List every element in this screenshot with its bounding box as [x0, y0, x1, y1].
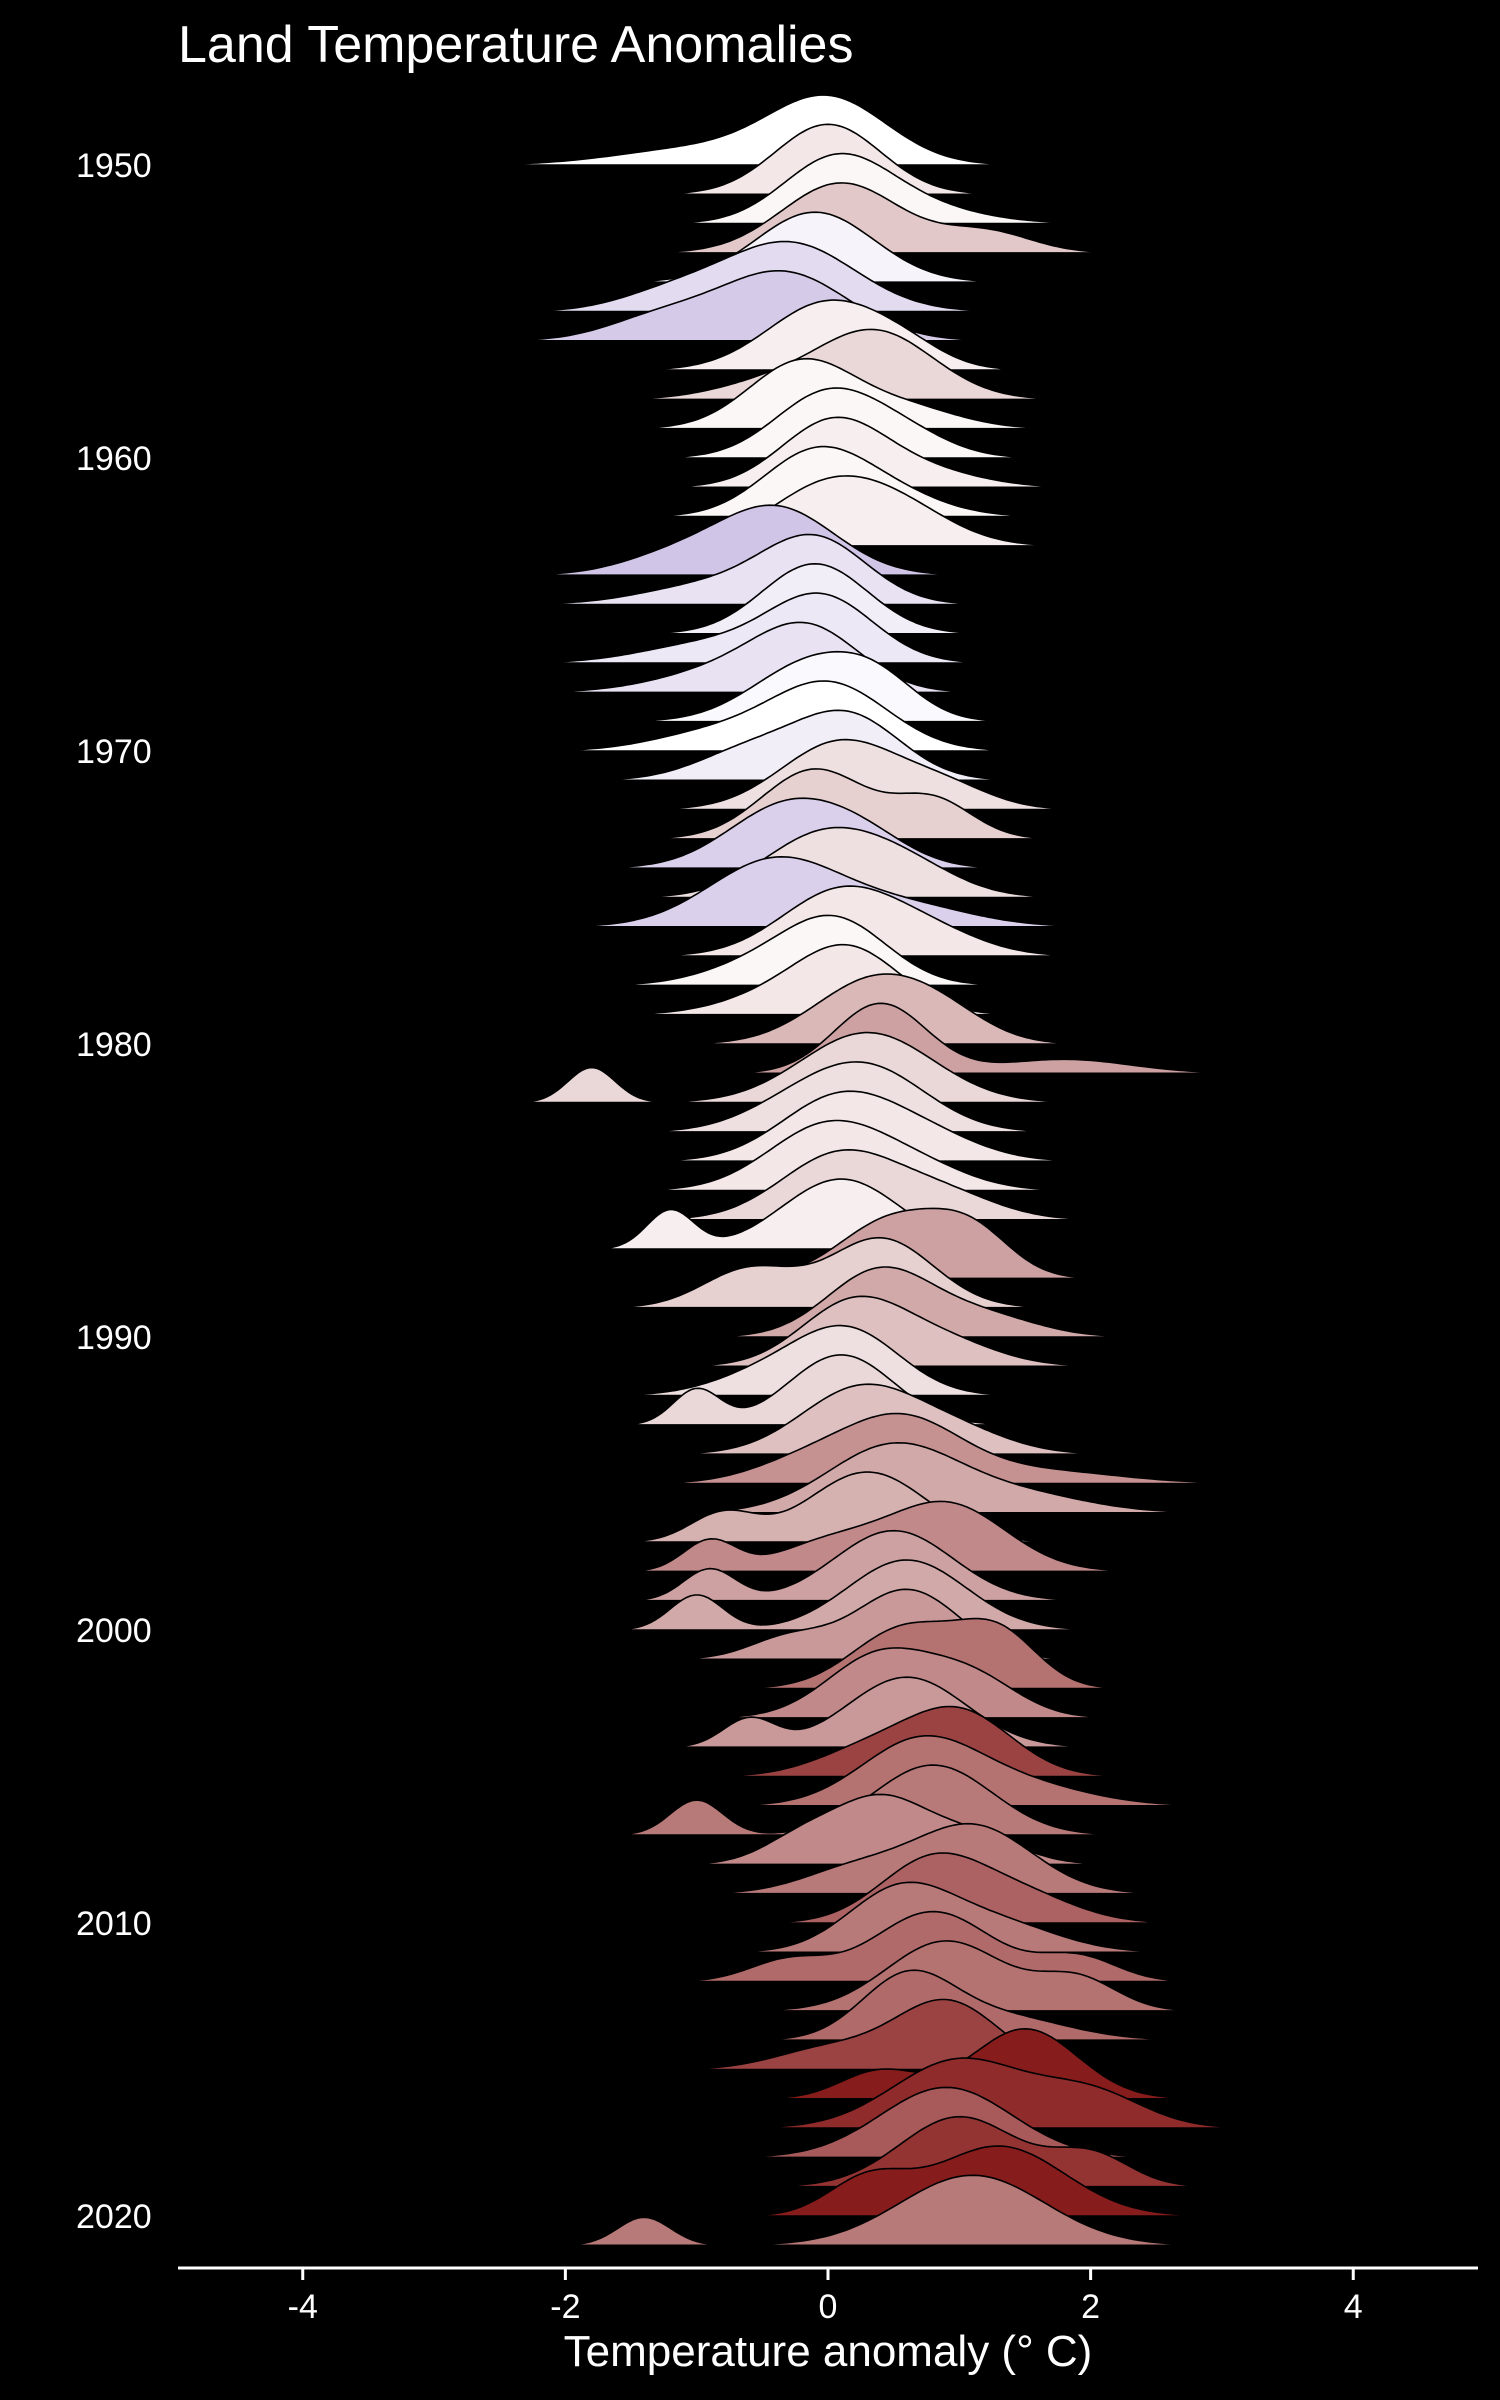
ridges-group	[315, 94, 1485, 2247]
ridge-1955	[511, 240, 1144, 313]
x-tick-label: -4	[288, 2288, 318, 2326]
ridge-1969	[315, 650, 1117, 723]
ridge-1958	[565, 328, 1170, 401]
ridge-1998	[565, 1500, 1459, 1573]
x-tick-label: 0	[819, 2288, 838, 2326]
ridge-1976	[512, 855, 1118, 928]
year-labels-group: 1950 1960 1970 1980 1990 2000 2010 2020	[76, 147, 152, 2236]
ridge-1953	[552, 182, 1262, 254]
ridge-2011	[604, 1881, 1485, 1954]
x-axis-ticks: -4 -2 0 2 4	[288, 2268, 1363, 2326]
ridge-2007	[630, 1764, 1446, 1836]
ridge-2002	[657, 1617, 1249, 1690]
ridge-2005	[604, 1705, 1341, 1778]
ridge-2013	[591, 1940, 1485, 2012]
year-label-1950: 1950	[76, 147, 152, 185]
ridge-1994	[604, 1383, 1288, 1455]
ridge-1995	[591, 1412, 1327, 1485]
ridge-1997	[512, 1471, 1209, 1543]
year-label-1960: 1960	[76, 440, 152, 478]
year-label-2010: 2010	[76, 1905, 152, 1943]
ridge-1978	[434, 914, 1104, 987]
ridge-1964	[394, 504, 1117, 576]
year-label-2020: 2020	[76, 2198, 152, 2236]
ridge-2017	[631, 2057, 1459, 2129]
ridge-1975	[539, 826, 1170, 899]
ridge-1982	[525, 1031, 1092, 1104]
ridge-2015	[565, 1998, 1367, 2071]
x-tick-label: 4	[1344, 2288, 1363, 2326]
x-tick-label: 2	[1081, 2288, 1100, 2326]
year-label-1970: 1970	[76, 733, 152, 771]
ridge-1987	[539, 1178, 1117, 1250]
ridge-1991	[539, 1295, 1209, 1368]
ridge-2012	[578, 1910, 1485, 1983]
ridge-1971	[512, 709, 1078, 782]
x-axis-title: Temperature anomaly (° C)	[564, 2327, 1093, 2376]
ridge-1972	[315, 738, 1117, 811]
year-label-1990: 1990	[76, 1319, 152, 1357]
ridge-1989	[539, 1236, 1144, 1309]
ridge-2004	[460, 1676, 1236, 1748]
ridge-2021	[526, 2174, 1380, 2247]
ridge-1981	[631, 1002, 1301, 1075]
ridge-2014	[657, 1969, 1419, 2041]
year-label-1980: 1980	[76, 1026, 152, 1064]
ridge-1965	[447, 533, 1039, 606]
ridge-1966	[526, 562, 1052, 635]
ridge-2006	[578, 1735, 1406, 1807]
ridge-1963	[552, 475, 1209, 547]
ridge-1959	[394, 357, 1130, 430]
ridge-1984	[355, 1090, 1406, 1162]
ridge-2020	[617, 2145, 1459, 2217]
x-tick-label: -2	[550, 2288, 580, 2326]
ridge-1970	[447, 680, 1130, 752]
ridge-2019	[670, 2115, 1432, 2188]
ridge-2000	[486, 1559, 1196, 1631]
ridge-2018	[670, 2086, 1406, 2159]
ridge-2008	[552, 1793, 1262, 1866]
chart-title: Land Temperature Anomalies	[178, 16, 853, 74]
year-label-2000: 2000	[76, 1612, 152, 1650]
